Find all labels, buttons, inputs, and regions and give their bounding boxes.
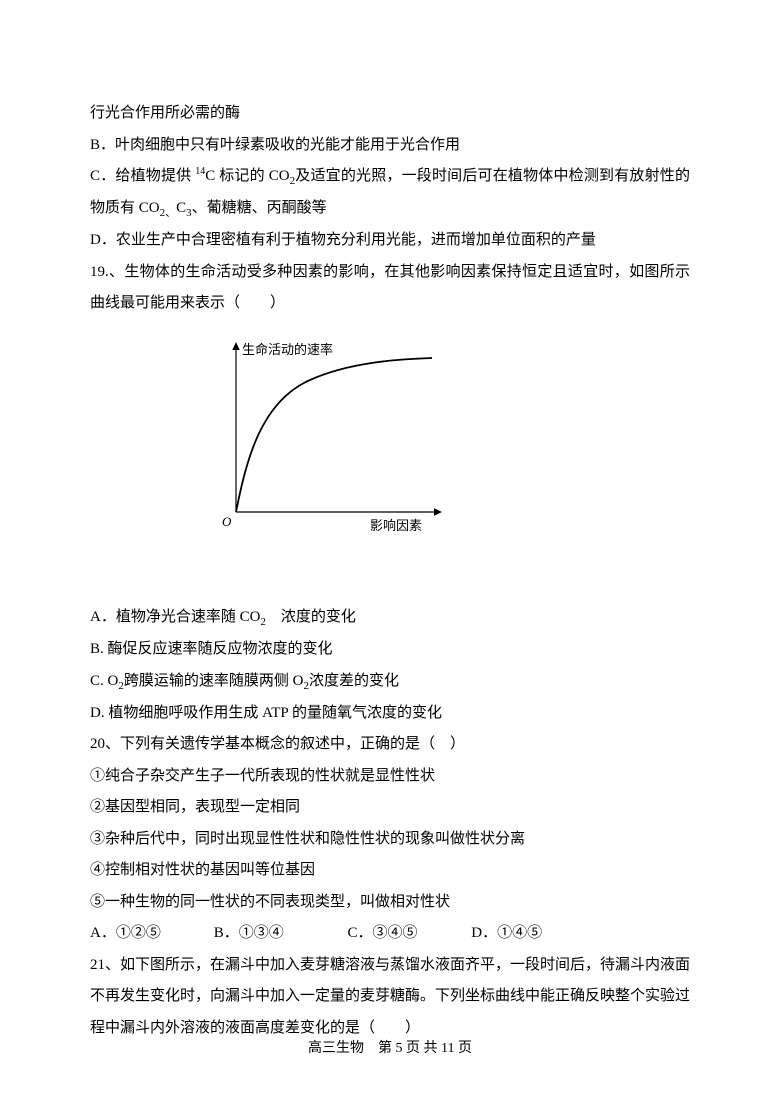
svg-text:影响因素: 影响因素 bbox=[370, 518, 422, 533]
q19-option-c: C. O2跨膜运输的速率随膜两侧 O2浓度差的变化 bbox=[90, 666, 690, 698]
svg-text:生命活动的速率: 生命活动的速率 bbox=[242, 342, 333, 357]
q20-stmt-2: ②基因型相同，表现型一定相同 bbox=[90, 792, 690, 824]
question-19: 19.、生物体的生命活动受多种因素的影响，在其他影响因素保持恒定且适宜时，如图所… bbox=[90, 257, 690, 320]
sub-2b: 2、 bbox=[160, 207, 177, 219]
q20-stmt-3: ③杂种后代中，同时出现显性性状和隐性性状的现象叫做性状分离 bbox=[90, 824, 690, 856]
q20-options-row: A．①②⑤ B．①③④ C．③④⑤ D．①④⑤ bbox=[90, 918, 690, 950]
option-b: B．叶肉细胞中只有叶绿素吸收的光能才能用于光合作用 bbox=[90, 130, 690, 162]
chart-container: 生命活动的速率影响因素 O bbox=[90, 320, 690, 567]
q20-option-b: B．①③④ bbox=[214, 918, 344, 950]
q20-stmt-4: ④控制相对性状的基因叫等位基因 bbox=[90, 855, 690, 887]
footer-mid: 页 共 bbox=[403, 1041, 442, 1056]
text: C 标记的 CO bbox=[205, 168, 289, 184]
spacer bbox=[90, 566, 690, 602]
footer-prefix: 高三生物 第 bbox=[308, 1041, 396, 1056]
text: 跨膜运输的速率随膜两侧 O bbox=[124, 673, 304, 689]
text: 浓度的变化 bbox=[266, 609, 356, 625]
q20-stmt-5: ⑤一种生物的同一性状的不同表现类型，叫做相对性状 bbox=[90, 887, 690, 919]
q19-option-d: D. 植物细胞呼吸作用生成 ATP 的量随氧气浓度的变化 bbox=[90, 698, 690, 730]
text: A．植物净光合速率随 CO bbox=[90, 609, 260, 625]
question-20: 20、下列有关遗传学基本概念的叙述中，正确的是（ ） bbox=[90, 729, 690, 761]
question-21: 21、如下图所示，在漏斗中加入麦芽糖溶液与蒸馏水液面齐平，一段时间后，待漏斗内液… bbox=[90, 950, 690, 1045]
svg-text:O: O bbox=[222, 514, 232, 529]
continuation-line: 行光合作用所必需的酶 bbox=[90, 98, 690, 130]
text: C bbox=[176, 200, 186, 216]
option-c: C．给植物提供 14C 标记的 CO2及适宜的光照，一段时间后可在植物体中检测到… bbox=[90, 161, 690, 225]
footer-suffix: 页 bbox=[454, 1041, 472, 1056]
q19-option-b: B. 酶促反应速率随反应物浓度的变化 bbox=[90, 634, 690, 666]
text: C．给植物提供 bbox=[90, 168, 195, 184]
sup-14: 14 bbox=[195, 166, 205, 177]
q19-option-a: A．植物净光合速率随 CO2 浓度的变化 bbox=[90, 602, 690, 634]
page-footer: 高三生物 第 5 页 共 11 页 bbox=[0, 1034, 780, 1063]
text: C. O bbox=[90, 673, 118, 689]
option-d: D．农业生产中合理密植有利于植物充分利用光能，进而增加单位面积的产量 bbox=[90, 225, 690, 257]
footer-page: 5 bbox=[396, 1041, 403, 1056]
q20-option-a: A．①②⑤ bbox=[90, 918, 210, 950]
footer-total: 11 bbox=[441, 1041, 454, 1056]
text: 、葡糖糖、丙酮酸等 bbox=[192, 200, 327, 216]
q20-option-c: C．③④⑤ bbox=[348, 918, 468, 950]
saturation-curve-chart: 生命活动的速率影响因素 O bbox=[200, 332, 450, 544]
text: 浓度差的变化 bbox=[309, 673, 399, 689]
q20-stmt-1: ①纯合子杂交产生子一代所表现的性状就是显性性状 bbox=[90, 761, 690, 793]
q20-option-d: D．①④⑤ bbox=[471, 918, 542, 950]
